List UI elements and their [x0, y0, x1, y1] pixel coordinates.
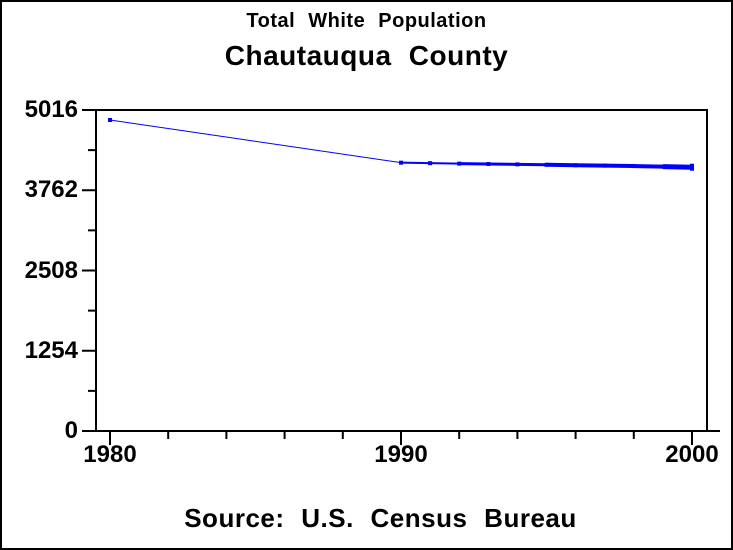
series-segment — [633, 164, 663, 169]
data-point-marker — [602, 163, 607, 168]
chart-subtitle: Total White Population — [246, 10, 487, 32]
y-tick-label: 1254 — [24, 336, 78, 364]
data-point-marker — [690, 163, 694, 171]
y-tick-label: 3762 — [24, 176, 78, 204]
plot-frame — [95, 109, 708, 432]
y-tick-label: 5016 — [24, 96, 78, 123]
x-tick-label: 1990 — [374, 441, 428, 468]
x-tick-label: 2000 — [665, 441, 719, 468]
data-point-marker — [428, 161, 433, 166]
y-tick-label: 2508 — [24, 256, 78, 284]
data-point-marker — [573, 163, 578, 168]
x-tick-label: 1980 — [83, 441, 137, 468]
y-tick-label: 0 — [64, 417, 78, 444]
data-point-marker — [544, 162, 549, 167]
series-segment — [400, 161, 431, 165]
chart-title: Chautauqua County — [224, 40, 509, 71]
data-point-marker — [108, 117, 112, 122]
data-point-marker — [399, 160, 403, 165]
series-segment — [109, 119, 402, 164]
data-point-marker — [515, 162, 520, 167]
source-note: Source: U.S. Census Bureau — [184, 503, 577, 533]
data-point-marker — [631, 164, 636, 169]
data-point-marker — [457, 161, 462, 166]
data-point-marker — [486, 162, 491, 167]
series-segment — [662, 164, 693, 170]
data-point-marker — [660, 164, 665, 169]
